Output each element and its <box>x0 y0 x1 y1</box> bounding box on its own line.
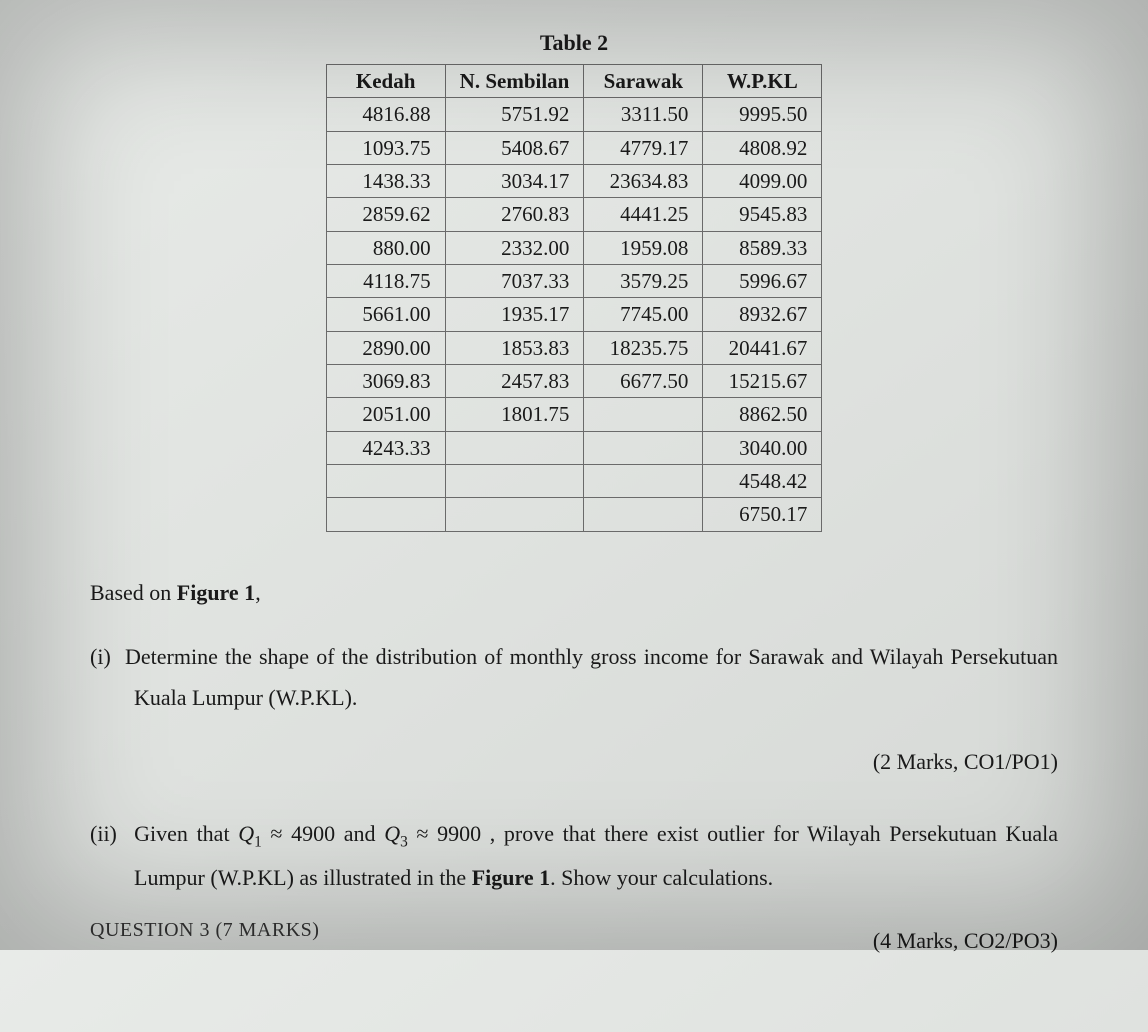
table-cell <box>445 465 584 498</box>
table-row: 3069.832457.836677.5015215.67 <box>326 365 822 398</box>
table-cell <box>584 431 703 464</box>
part-ii-tail: . Show your calculations. <box>550 865 773 890</box>
part-ii: (ii) Given that Q1 ≈ 4900 and Q3 ≈ 9900 … <box>90 813 1058 898</box>
table-row: 2859.622760.834441.259545.83 <box>326 198 822 231</box>
based-on-line: Based on Figure 1, <box>90 572 1058 614</box>
table-cell: 1959.08 <box>584 231 703 264</box>
page-footer: QUESTION 3 (7 MARKS) <box>90 919 319 942</box>
table-cell: 3034.17 <box>445 165 584 198</box>
comma: , <box>255 580 261 605</box>
table-cell: 1935.17 <box>445 298 584 331</box>
table-caption: Table 2 <box>90 30 1058 56</box>
table-cell: 1093.75 <box>326 131 445 164</box>
col-header: Kedah <box>326 65 445 98</box>
table-row: 2890.001853.8318235.7520441.67 <box>326 331 822 364</box>
col-header: W.P.KL <box>703 65 822 98</box>
table-cell: 3311.50 <box>584 98 703 131</box>
table-cell: 2859.62 <box>326 198 445 231</box>
table-cell: 3069.83 <box>326 365 445 398</box>
figure-ref: Figure 1 <box>472 865 550 890</box>
part-i-num: (i) <box>90 644 111 669</box>
table-row: 1438.333034.1723634.834099.00 <box>326 165 822 198</box>
based-on-text: Based on <box>90 580 177 605</box>
table-cell: 5408.67 <box>445 131 584 164</box>
table-cell: 20441.67 <box>703 331 822 364</box>
part-ii-num: (ii) <box>90 821 117 846</box>
table-cell: 8862.50 <box>703 398 822 431</box>
table-cell: 1853.83 <box>445 331 584 364</box>
table-row: 2051.001801.75 8862.50 <box>326 398 822 431</box>
marks-i: (2 Marks, CO1/PO1) <box>90 741 1058 783</box>
table-cell: 6677.50 <box>584 365 703 398</box>
table-cell: 4808.92 <box>703 131 822 164</box>
table-cell: 23634.83 <box>584 165 703 198</box>
col-header: N. Sembilan <box>445 65 584 98</box>
q3-sub: 3 <box>400 833 408 850</box>
table-cell: 2760.83 <box>445 198 584 231</box>
table-cell <box>445 498 584 531</box>
table-row: 880.002332.001959.088589.33 <box>326 231 822 264</box>
q1-sub: 1 <box>254 833 262 850</box>
table-cell <box>445 431 584 464</box>
table-row: 4243.33 3040.00 <box>326 431 822 464</box>
table-cell: 9995.50 <box>703 98 822 131</box>
table-cell: 9545.83 <box>703 198 822 231</box>
table-cell: 6750.17 <box>703 498 822 531</box>
part-ii-prefix: Given that <box>134 821 238 846</box>
table-cell: 1801.75 <box>445 398 584 431</box>
table-row: 4118.757037.333579.255996.67 <box>326 265 822 298</box>
col-header: Sarawak <box>584 65 703 98</box>
table-cell <box>584 465 703 498</box>
table-cell: 8589.33 <box>703 231 822 264</box>
table-cell: 2890.00 <box>326 331 445 364</box>
table-cell: 7745.00 <box>584 298 703 331</box>
table-cell: 4816.88 <box>326 98 445 131</box>
table-cell <box>584 398 703 431</box>
table-cell <box>584 498 703 531</box>
table-cell: 5661.00 <box>326 298 445 331</box>
table-cell: 4779.17 <box>584 131 703 164</box>
table-cell: 2051.00 <box>326 398 445 431</box>
table-cell: 3040.00 <box>703 431 822 464</box>
table-cell: 1438.33 <box>326 165 445 198</box>
table-cell: 4243.33 <box>326 431 445 464</box>
part-i-body: Determine the shape of the distribution … <box>125 644 1058 711</box>
table-row: 4816.885751.923311.509995.50 <box>326 98 822 131</box>
table-cell <box>326 465 445 498</box>
table-cell: 880.00 <box>326 231 445 264</box>
table-cell: 4099.00 <box>703 165 822 198</box>
table-cell: 4548.42 <box>703 465 822 498</box>
figure-ref: Figure 1 <box>177 580 255 605</box>
q1-symbol: Q <box>238 821 254 846</box>
table-header-row: Kedah N. Sembilan Sarawak W.P.KL <box>326 65 822 98</box>
table-cell: 4118.75 <box>326 265 445 298</box>
table-row: 4548.42 <box>326 465 822 498</box>
part-i: (i) Determine the shape of the distribut… <box>90 636 1058 720</box>
table-cell: 7037.33 <box>445 265 584 298</box>
approx3: ≈ 9900 <box>408 821 481 846</box>
table-row: 1093.755408.674779.174808.92 <box>326 131 822 164</box>
table-row: 5661.001935.177745.008932.67 <box>326 298 822 331</box>
table-cell: 3579.25 <box>584 265 703 298</box>
table-cell <box>326 498 445 531</box>
table-cell: 5751.92 <box>445 98 584 131</box>
table-row: 6750.17 <box>326 498 822 531</box>
data-table: Kedah N. Sembilan Sarawak W.P.KL 4816.88… <box>326 64 823 532</box>
table-cell: 2332.00 <box>445 231 584 264</box>
table-cell: 8932.67 <box>703 298 822 331</box>
approx1: ≈ 4900 and <box>262 821 384 846</box>
table-cell: 2457.83 <box>445 365 584 398</box>
table-cell: 18235.75 <box>584 331 703 364</box>
table-cell: 4441.25 <box>584 198 703 231</box>
q3-symbol: Q <box>384 821 400 846</box>
table-cell: 5996.67 <box>703 265 822 298</box>
table-cell: 15215.67 <box>703 365 822 398</box>
